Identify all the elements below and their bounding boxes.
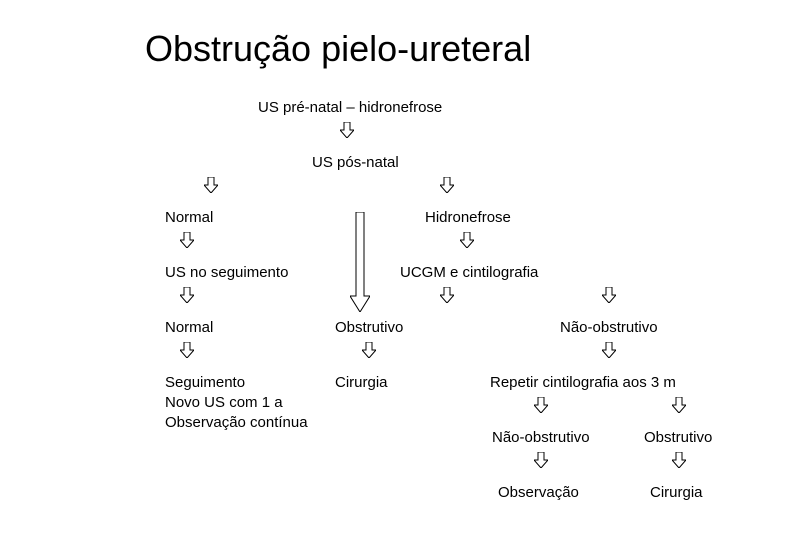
node-nao-obstrutivo-2: Não-obstrutivo <box>492 429 590 446</box>
node-observacao: Observação <box>498 484 579 501</box>
arrow-down-icon <box>602 342 616 358</box>
node-ucgm: UCGM e cintilografia <box>400 264 538 281</box>
arrow-down-icon <box>204 177 218 193</box>
node-obstrutivo-1: Obstrutivo <box>335 319 403 336</box>
arrow-down-icon <box>362 342 376 358</box>
arrow-down-icon <box>672 397 686 413</box>
big-arrow-down-icon <box>350 212 370 317</box>
node-us-posnatal: US pós-natal <box>312 154 399 171</box>
node-cirurgia-2: Cirurgia <box>650 484 703 501</box>
node-normal-1: Normal <box>165 209 213 226</box>
node-hidronefrose: Hidronefrose <box>425 209 511 226</box>
node-cirurgia-1: Cirurgia <box>335 374 388 391</box>
arrow-down-icon <box>180 232 194 248</box>
page-title: Obstrução pielo-ureteral <box>145 28 531 70</box>
arrow-down-icon <box>534 452 548 468</box>
node-nao-obstrutivo-1: Não-obstrutivo <box>560 319 658 336</box>
arrow-down-icon <box>602 287 616 303</box>
node-seguimento: Seguimento <box>165 374 245 391</box>
node-us-seguimento: US no seguimento <box>165 264 288 281</box>
node-novo-us: Novo US com 1 a <box>165 394 283 411</box>
arrow-down-icon <box>672 452 686 468</box>
node-observacao-cont: Observação contínua <box>165 414 308 431</box>
arrow-down-icon <box>440 177 454 193</box>
arrow-down-icon <box>180 342 194 358</box>
node-us-prenatal: US pré-natal – hidronefrose <box>258 99 442 116</box>
arrow-down-icon <box>340 122 354 138</box>
arrow-down-icon <box>460 232 474 248</box>
arrow-down-icon <box>180 287 194 303</box>
node-obstrutivo-2: Obstrutivo <box>644 429 712 446</box>
arrow-down-icon <box>440 287 454 303</box>
arrow-down-icon <box>534 397 548 413</box>
node-repetir: Repetir cintilografia aos 3 m <box>490 374 676 391</box>
node-normal-2: Normal <box>165 319 213 336</box>
